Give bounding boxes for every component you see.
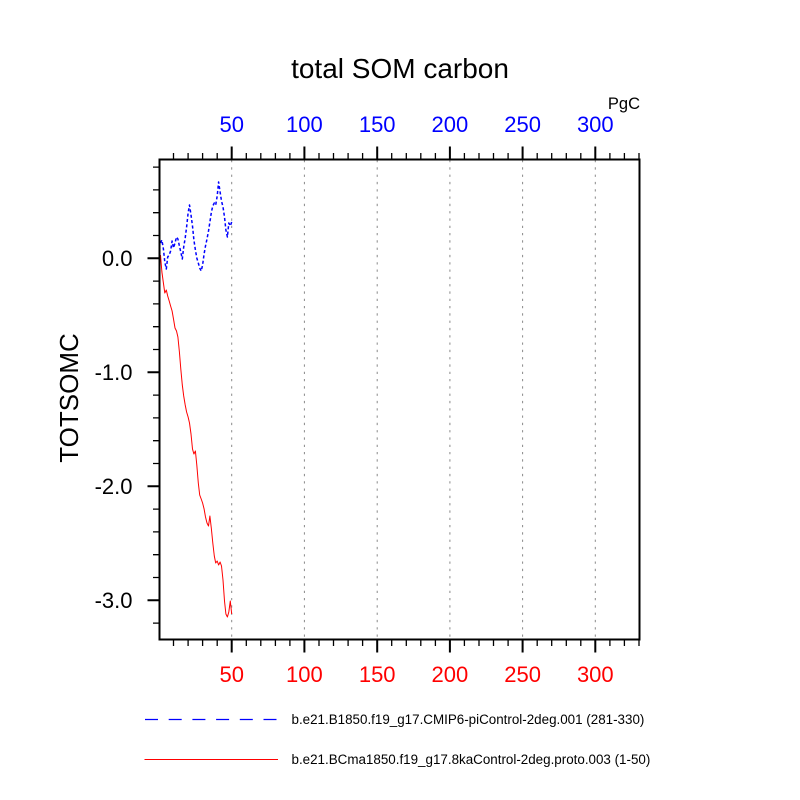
svg-text:300: 300	[577, 662, 614, 687]
svg-text:PgC: PgC	[608, 95, 640, 113]
svg-text:50: 50	[219, 112, 243, 137]
svg-text:50: 50	[219, 662, 243, 687]
svg-text:-3.0: -3.0	[95, 588, 133, 613]
svg-text:250: 250	[504, 662, 541, 687]
svg-text:b.e21.B1850.f19_g17.CMIP6-piCo: b.e21.B1850.f19_g17.CMIP6-piControl-2deg…	[292, 712, 645, 727]
svg-text:150: 150	[359, 112, 396, 137]
svg-text:100: 100	[286, 662, 323, 687]
svg-text:total SOM carbon: total SOM carbon	[291, 53, 509, 84]
svg-text:150: 150	[359, 662, 396, 687]
svg-text:200: 200	[432, 112, 469, 137]
svg-text:200: 200	[432, 662, 469, 687]
svg-text:-1.0: -1.0	[95, 360, 133, 385]
svg-text:0.0: 0.0	[102, 246, 133, 271]
svg-text:TOTSOMC: TOTSOMC	[54, 333, 84, 463]
svg-text:-2.0: -2.0	[95, 474, 133, 499]
svg-text:300: 300	[577, 112, 614, 137]
svg-text:b.e21.BCma1850.f19_g17.8kaCont: b.e21.BCma1850.f19_g17.8kaControl-2deg.p…	[292, 752, 651, 767]
svg-text:250: 250	[504, 112, 541, 137]
svg-text:100: 100	[286, 112, 323, 137]
